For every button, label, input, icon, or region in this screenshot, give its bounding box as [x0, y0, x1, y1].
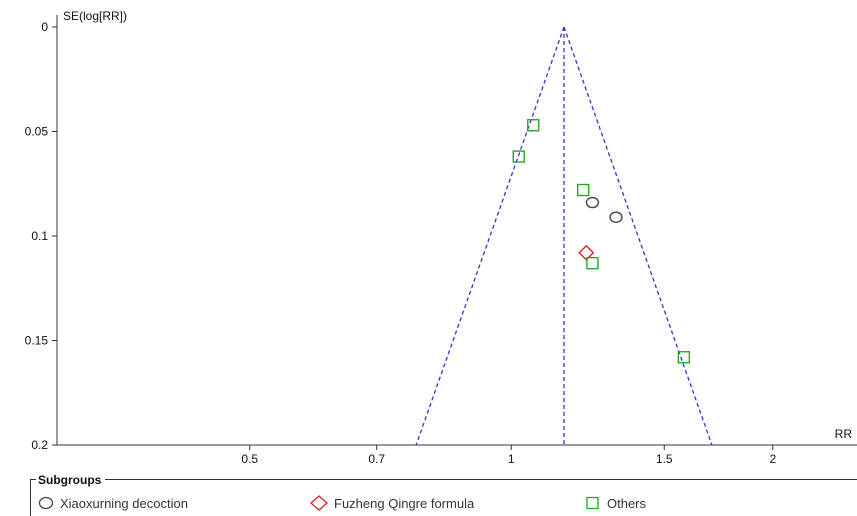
legend-frame	[30, 479, 857, 516]
x-tick-label: 1.5	[656, 452, 673, 466]
x-tick-label: 2	[769, 452, 776, 466]
y-tick-label: 0	[41, 20, 48, 34]
x-tick-label: 0.5	[241, 452, 258, 466]
legend-label-fuzheng: Fuzheng Qingre formula	[334, 495, 475, 511]
y-tick-label: 0.1	[31, 229, 48, 243]
y-tick-label: 0.05	[25, 125, 49, 139]
x-ticks: 0.5 0.7 1 1.5 2	[241, 445, 776, 466]
y-tick-label: 0.15	[25, 334, 49, 348]
legend-item-others: Others	[585, 494, 646, 512]
y-ticks: 0 0.05 0.1 0.15 0.2	[25, 20, 57, 452]
y-axis-title: SE(log[RR])	[63, 9, 127, 23]
point-square	[586, 256, 599, 270]
legend-square-icon	[586, 496, 599, 510]
point-square	[512, 150, 525, 163]
data-points	[512, 119, 691, 364]
legend-circle-icon	[38, 496, 54, 510]
axes	[56, 15, 857, 446]
point-square	[527, 119, 540, 132]
point-square	[677, 351, 691, 364]
legend-item-xiaoxurning: Xiaoxurning decoction	[38, 494, 188, 512]
funnel-right-boundary	[563, 26, 713, 446]
legend-title: Subgroups	[36, 473, 106, 487]
funnel-lines	[415, 26, 713, 446]
x-axis-title: RR	[835, 427, 853, 441]
y-tick-label: 0.2	[31, 438, 48, 452]
point-circle	[585, 196, 600, 209]
funnel-left-boundary	[415, 26, 565, 446]
x-tick-label: 1	[508, 452, 515, 466]
point-circle	[609, 211, 623, 223]
legend-item-fuzheng: Fuzheng Qingre formula	[310, 494, 474, 512]
legend-diamond-icon	[310, 495, 328, 511]
x-tick-label: 0.7	[368, 452, 385, 466]
point-square	[576, 183, 590, 197]
legend-label-xiaoxurning: Xiaoxurning decoction	[60, 495, 188, 511]
legend-label-others: Others	[607, 495, 647, 511]
